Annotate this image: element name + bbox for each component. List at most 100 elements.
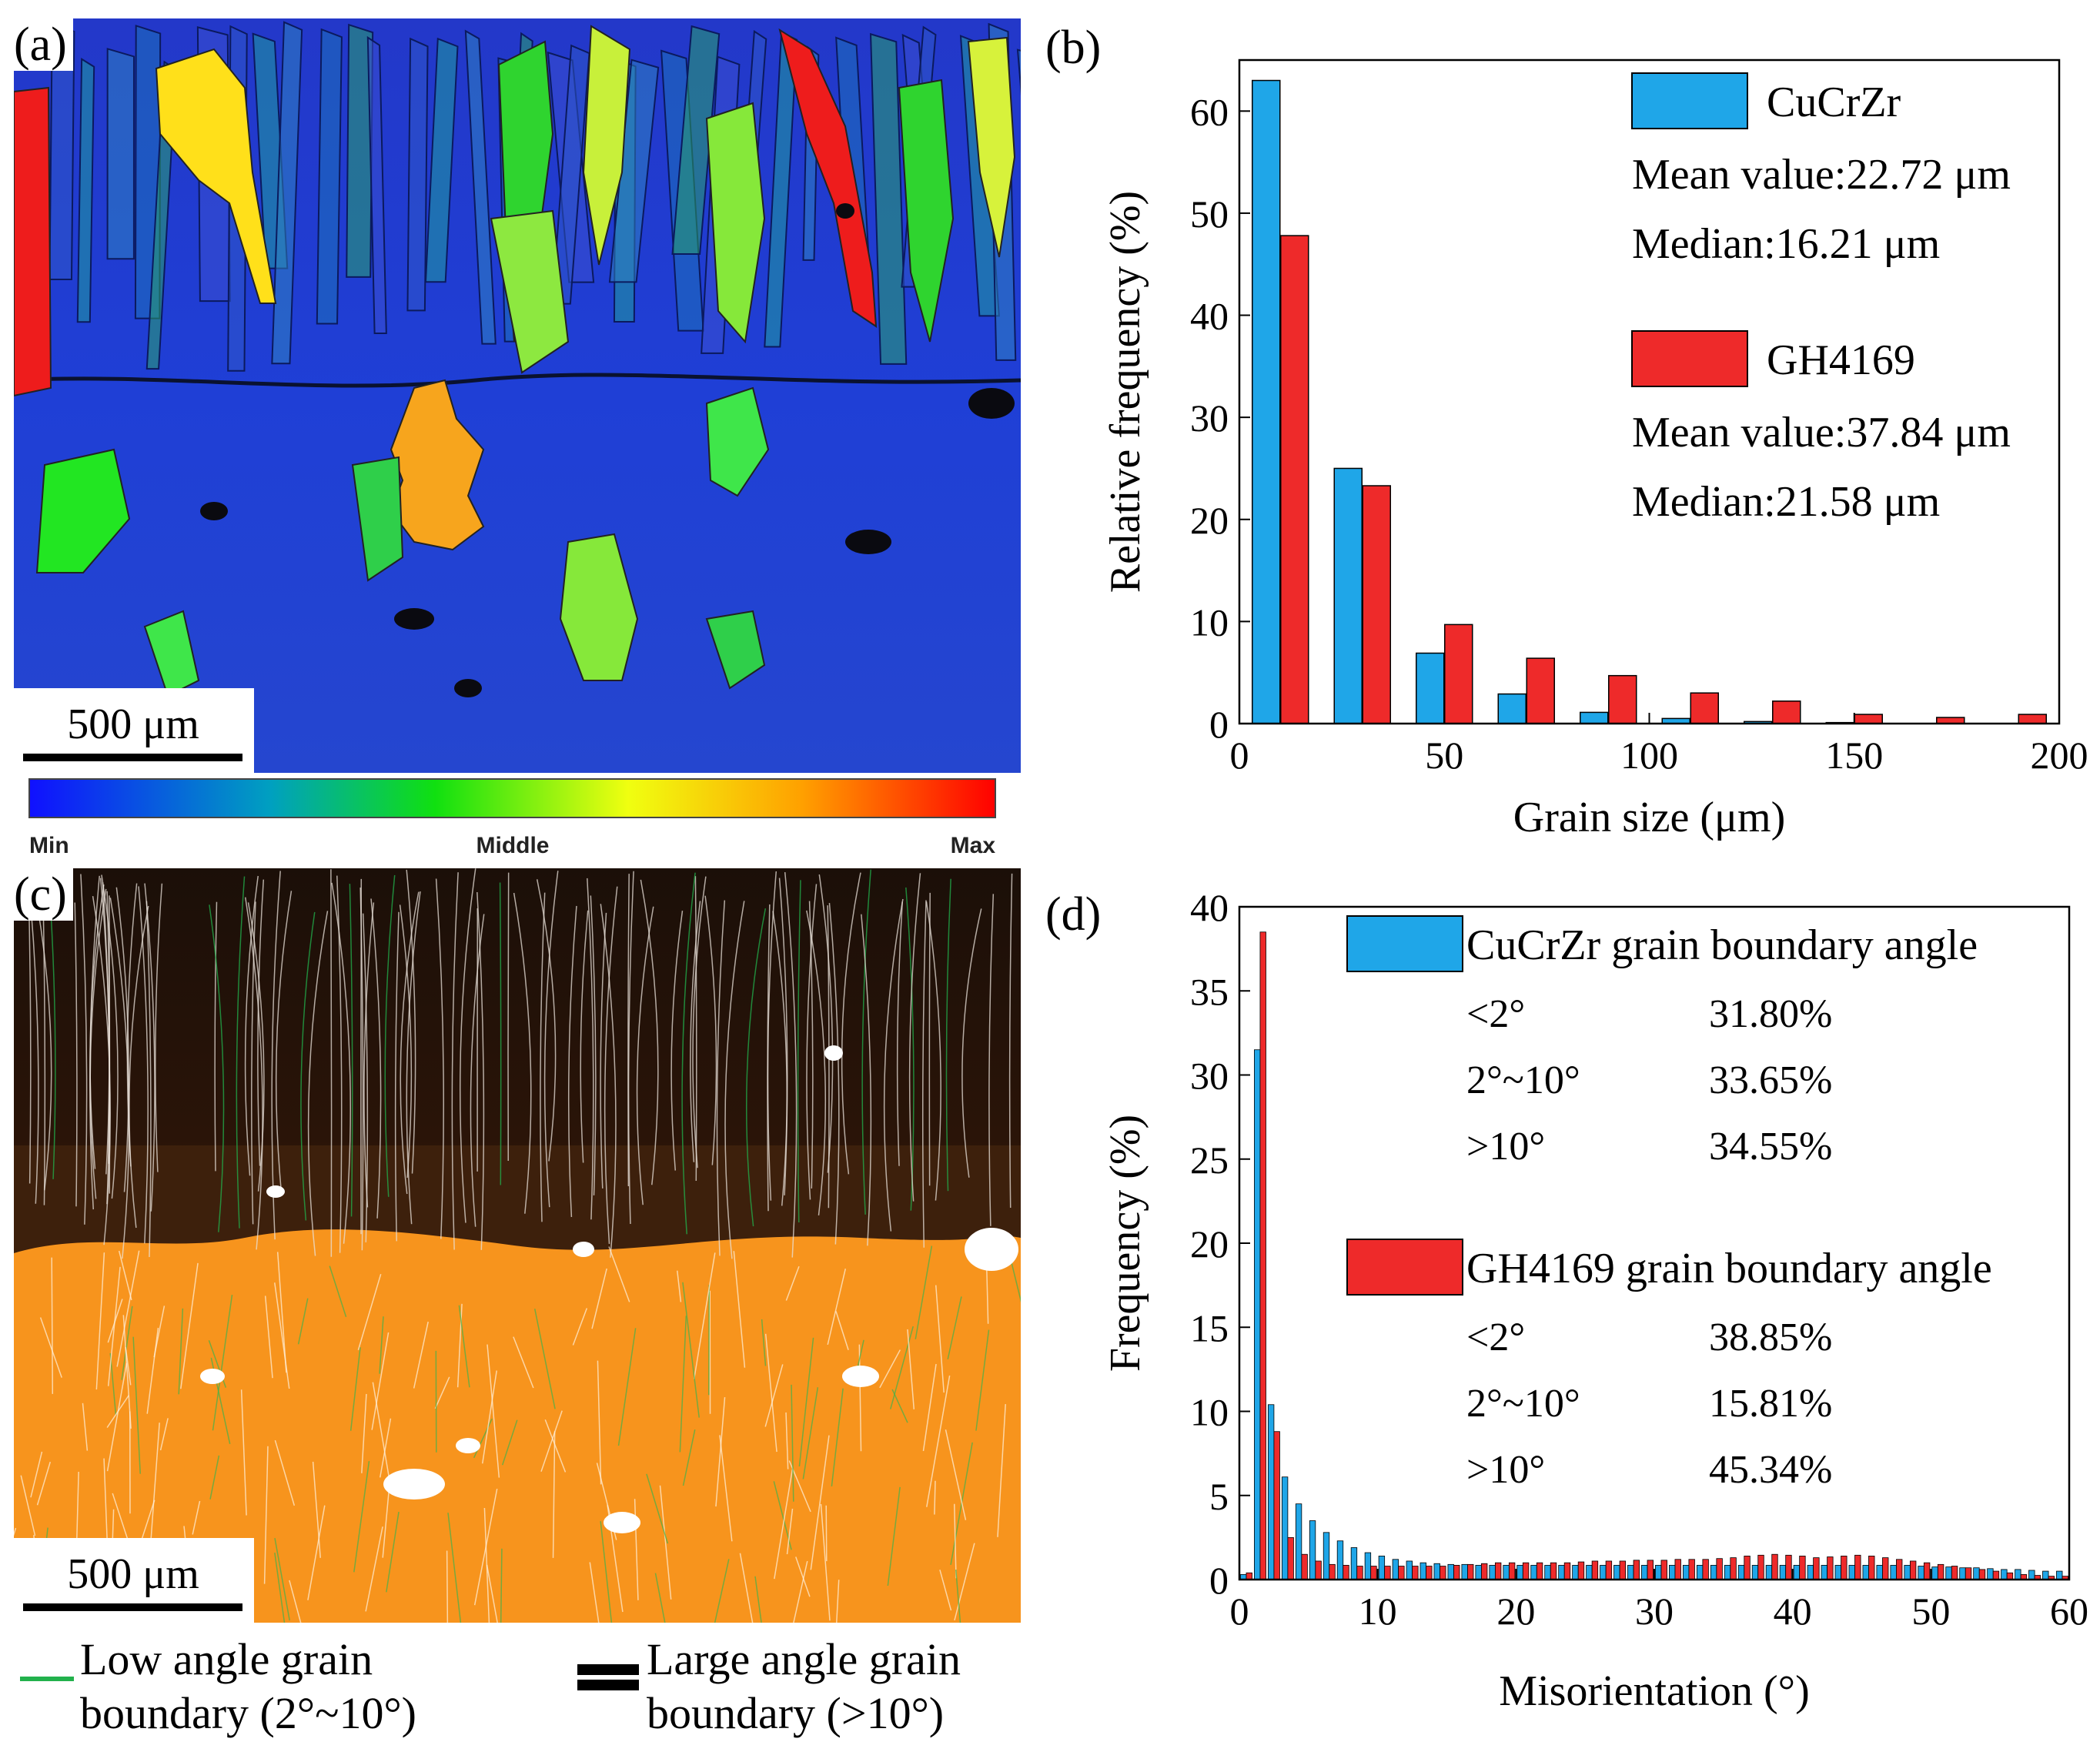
chart-b-bar-gh4169 bbox=[2018, 714, 2047, 724]
chart-d-ytick-label: 10 bbox=[1190, 1391, 1229, 1434]
chart-d-bar-cucrzr bbox=[1751, 1565, 1759, 1580]
chart-d-legend-swatch-cucrzr bbox=[1346, 915, 1463, 972]
panel-label-d: (d) bbox=[1039, 888, 1108, 941]
chart-d-bar-cucrzr bbox=[1392, 1559, 1399, 1580]
chart-d-bar-gh4169 bbox=[1440, 1566, 1446, 1580]
panel-c: 500 μm (c) bbox=[0, 868, 1029, 1707]
chart-d-angle-range: <2° bbox=[1466, 992, 1525, 1036]
chart-d-bar-gh4169 bbox=[1744, 1556, 1751, 1580]
chart-d-bar-gh4169 bbox=[1426, 1566, 1433, 1580]
large-angle-label-line1: Large angle grain bbox=[647, 1634, 961, 1684]
chart-d-ylabel: Frequency (%) bbox=[1102, 1115, 1149, 1372]
chart-d-bar-cucrzr bbox=[1447, 1563, 1454, 1580]
chart-d-bar-gh4169 bbox=[1494, 1562, 1502, 1580]
chart-d-bar-cucrzr bbox=[1876, 1565, 1883, 1580]
grain-size-chart: 0 10 20 30 40 50 60 0 50 100 150 200 Grain size (μm)… bbox=[1102, 59, 2088, 841]
chart-b-xlabel: Grain size (μm) bbox=[1513, 794, 1785, 841]
chart-b-bar-gh4169 bbox=[1362, 485, 1391, 724]
chart-d-angle-value: 31.80% bbox=[1709, 992, 1832, 1036]
chart-d-bar-gh4169 bbox=[1674, 1559, 1681, 1580]
chart-d-bar-gh4169 bbox=[1633, 1560, 1640, 1580]
chart-d-bar-cucrzr bbox=[1848, 1565, 1855, 1580]
chart-b-legend-label: CuCrZr bbox=[1767, 79, 1901, 126]
chart-b-ytick-label: 20 bbox=[1190, 499, 1229, 542]
chart-d-bar-cucrzr bbox=[1503, 1565, 1510, 1580]
chart-b-ytick-label: 0 bbox=[1209, 703, 1229, 746]
chart-d-legend-label: GH4169 grain boundary angle bbox=[1466, 1245, 1992, 1292]
chart-d-bar-cucrzr bbox=[1433, 1563, 1440, 1580]
chart-d-bar-cucrzr bbox=[1959, 1567, 1966, 1580]
colorbar-max-label: Max bbox=[951, 833, 996, 858]
boundary-map: 500 μm bbox=[0, 868, 1029, 1707]
chart-d-bar-gh4169 bbox=[1591, 1560, 1599, 1580]
chart-b-bar-gh4169 bbox=[1280, 235, 1309, 724]
grain-map: 500 μm bbox=[13, 18, 1069, 773]
chart-d-bar-gh4169 bbox=[1370, 1566, 1377, 1580]
chart-d-bar-gh4169 bbox=[1343, 1565, 1349, 1580]
chart-d-xtick-label: 0 bbox=[1230, 1590, 1249, 1633]
chart-d-bar-cucrzr bbox=[1724, 1565, 1731, 1580]
chart-d-bar-cucrzr bbox=[1821, 1565, 1827, 1580]
chart-d-bar-cucrzr bbox=[1420, 1562, 1426, 1580]
chart-d-bar-cucrzr bbox=[1613, 1565, 1620, 1580]
chart-b-bar-gh4169 bbox=[1772, 700, 1801, 724]
chart-d-bar-gh4169 bbox=[1923, 1562, 1931, 1580]
colorbar-gradient bbox=[28, 778, 996, 818]
chart-d-bar-gh4169 bbox=[1522, 1562, 1530, 1580]
chart-d-bar-gh4169 bbox=[1937, 1563, 1945, 1580]
chart-d-bar-cucrzr bbox=[1558, 1565, 1565, 1580]
chart-d-bar-cucrzr bbox=[1710, 1565, 1717, 1580]
chart-b-stat-text: Median:21.58 μm bbox=[1632, 478, 1940, 526]
chart-d-bar-gh4169 bbox=[1868, 1556, 1875, 1580]
chart-d-bar-gh4169 bbox=[1412, 1566, 1419, 1580]
chart-b-bar-gh4169 bbox=[1444, 624, 1473, 724]
chart-d-ytick-label: 5 bbox=[1209, 1475, 1229, 1518]
chart-d-bar-cucrzr bbox=[1378, 1556, 1386, 1580]
chart-d-bar-gh4169 bbox=[1481, 1563, 1488, 1580]
chart-d-bar-cucrzr bbox=[1931, 1566, 1938, 1580]
chart-b-stat-text: Median:16.21 μm bbox=[1632, 220, 1940, 268]
chart-d-bar-cucrzr bbox=[1475, 1565, 1482, 1580]
chart-d-bar-gh4169 bbox=[1730, 1557, 1737, 1580]
chart-b-bar-cucrzr bbox=[1580, 711, 1609, 724]
chart-b-bar-cucrzr bbox=[1333, 467, 1363, 724]
chart-d-bar-cucrzr bbox=[1572, 1565, 1579, 1580]
chart-b-bar-gh4169 bbox=[1608, 674, 1637, 724]
chart-b-ytick-label: 30 bbox=[1190, 396, 1229, 440]
chart-d-bar-gh4169 bbox=[1453, 1565, 1460, 1580]
chart-d-bar-cucrzr bbox=[1295, 1503, 1302, 1580]
chart-d-bar-cucrzr bbox=[1516, 1565, 1523, 1580]
chart-d-xtick-label: 10 bbox=[1359, 1590, 1397, 1633]
colorbar-middle-label: Middle bbox=[477, 833, 550, 858]
chart-b-ytick-label: 60 bbox=[1190, 90, 1229, 133]
chart-d-bar-gh4169 bbox=[1841, 1556, 1848, 1580]
chart-d-bar-gh4169 bbox=[1315, 1560, 1322, 1580]
chart-d-bar-cucrzr bbox=[1641, 1565, 1648, 1580]
chart-d-angle-range: >10° bbox=[1466, 1448, 1545, 1492]
scale-bar-a-label: 500 μm bbox=[67, 700, 199, 748]
low-angle-label-line1: Low angle grain bbox=[80, 1634, 373, 1684]
chart-d-bar-cucrzr bbox=[1918, 1566, 1924, 1580]
panel-d: 0 5 10 15 20 25 30 35 40 0 10 20 30 40 50 60 Misorientat… bbox=[1024, 870, 2100, 1755]
chart-d-angle-value: 45.34% bbox=[1709, 1448, 1832, 1492]
chart-d-bar-cucrzr bbox=[1807, 1565, 1814, 1580]
chart-d-bar-gh4169 bbox=[1992, 1570, 2000, 1580]
chart-d-bar-cucrzr bbox=[1669, 1565, 1676, 1580]
chart-d-xtick-label: 30 bbox=[1635, 1590, 1674, 1633]
chart-b-ylabel: Relative frequency (%) bbox=[1102, 191, 1149, 593]
chart-d-bar-gh4169 bbox=[1799, 1556, 1806, 1580]
chart-d-bar-gh4169 bbox=[1259, 931, 1266, 1580]
chart-d-angle-range: <2° bbox=[1466, 1316, 1525, 1359]
chart-d-legend-label: CuCrZr grain boundary angle bbox=[1466, 921, 1978, 969]
chart-d-xtick-label: 20 bbox=[1496, 1590, 1535, 1633]
chart-b-xtick-label: 150 bbox=[1825, 734, 1883, 777]
chart-d-angle-range: >10° bbox=[1466, 1125, 1545, 1169]
chart-d-bar-gh4169 bbox=[1827, 1556, 1834, 1580]
chart-d-bar-cucrzr bbox=[1350, 1547, 1358, 1580]
chart-b-legend-swatch-cucrzr bbox=[1631, 72, 1748, 129]
chart-d-bar-cucrzr bbox=[1489, 1565, 1496, 1580]
panel-a: 500 μm (a) bbox=[8, 18, 1069, 773]
chart-d-bar-cucrzr bbox=[1737, 1565, 1745, 1580]
chart-b-xtick-label: 0 bbox=[1230, 734, 1249, 777]
chart-d-bar-cucrzr bbox=[1267, 1404, 1275, 1580]
